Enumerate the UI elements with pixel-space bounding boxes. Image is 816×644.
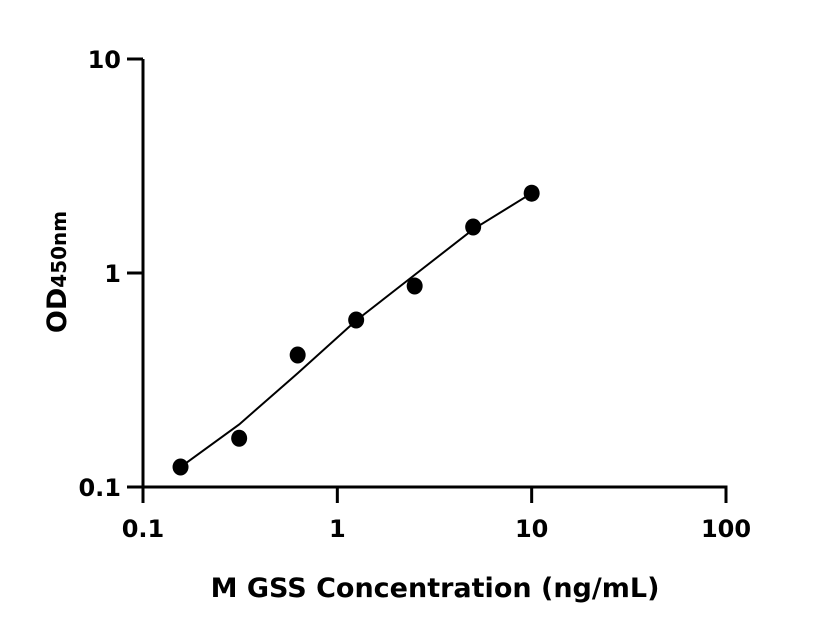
y-axis-label-main: OD (42, 288, 73, 333)
fit-curve (179, 192, 533, 468)
data-point (172, 458, 189, 476)
x-tick-label: 100 (701, 515, 751, 543)
data-point (465, 218, 482, 236)
y-tick-label: 0.1 (78, 474, 121, 502)
y-tick-label: 1 (104, 260, 121, 288)
x-tick-label: 0.1 (122, 515, 165, 543)
x-axis-label: M GSS Concentration (ng/mL) (211, 573, 660, 604)
data-points (172, 184, 540, 476)
data-point (289, 346, 306, 364)
x-tick-label: 1 (329, 515, 346, 543)
y-ticks: 0.1 1 10 (78, 46, 143, 502)
data-point (231, 429, 248, 447)
data-point (406, 277, 423, 295)
axes (141, 59, 728, 489)
data-point (348, 311, 365, 329)
y-axis-label: OD450nm (42, 211, 73, 333)
x-tick-label: 10 (515, 515, 548, 543)
y-tick-label: 10 (88, 46, 121, 74)
data-point (523, 184, 540, 202)
x-ticks: 0.1 1 10 100 (122, 487, 751, 543)
y-axis-label-subscript: 450nm (47, 211, 71, 288)
